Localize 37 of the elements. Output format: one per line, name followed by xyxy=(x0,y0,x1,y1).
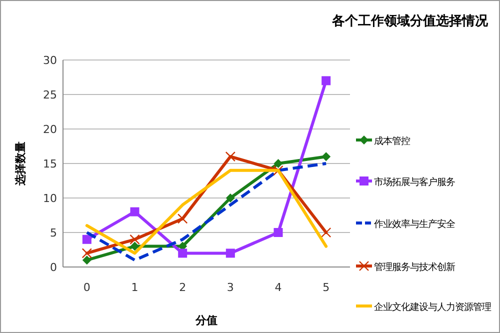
x-tick-label: 0 xyxy=(83,281,90,294)
x-axis-title: 分值 xyxy=(194,314,218,327)
point xyxy=(177,214,188,224)
point xyxy=(320,227,332,238)
legend-label: 成本管控 xyxy=(374,136,410,147)
y-tick-label: 20 xyxy=(43,123,57,136)
legend-label: 市场拓展与客户服务 xyxy=(374,177,455,188)
point xyxy=(178,248,188,258)
y-axis-title: 选择数量 xyxy=(14,142,27,186)
text: 各个工作领域分值选择情况 xyxy=(331,14,489,29)
x-tick-label: 1 xyxy=(131,281,138,294)
y-tick-label: 10 xyxy=(43,192,57,205)
legend-label: 作业效率与生产安全 xyxy=(373,219,455,230)
y-tick-label: 5 xyxy=(50,226,57,240)
point xyxy=(273,165,284,176)
x-tick-label: 3 xyxy=(226,281,234,294)
point xyxy=(130,207,140,216)
x-tick-label: 2 xyxy=(179,281,186,294)
x-tick-label: 4 xyxy=(274,281,282,294)
point xyxy=(130,234,140,244)
point xyxy=(274,228,283,237)
y-tick-label: 15 xyxy=(43,158,57,170)
point xyxy=(322,152,331,162)
x-tick-label: 5 xyxy=(322,281,330,294)
point xyxy=(322,76,331,86)
point xyxy=(225,152,236,162)
point xyxy=(226,248,235,258)
point xyxy=(82,234,92,244)
y-tick-label: 30 xyxy=(43,54,57,67)
legend-label: 管理服务与技术创新 xyxy=(374,262,455,273)
legend-label: 企业文化建设与人力资源管理 xyxy=(374,302,491,313)
point xyxy=(82,248,92,258)
point xyxy=(274,159,283,168)
point xyxy=(226,194,235,202)
y-tick-label: 0 xyxy=(50,261,57,274)
y-tick-label: 25 xyxy=(43,88,57,102)
point xyxy=(82,256,92,265)
